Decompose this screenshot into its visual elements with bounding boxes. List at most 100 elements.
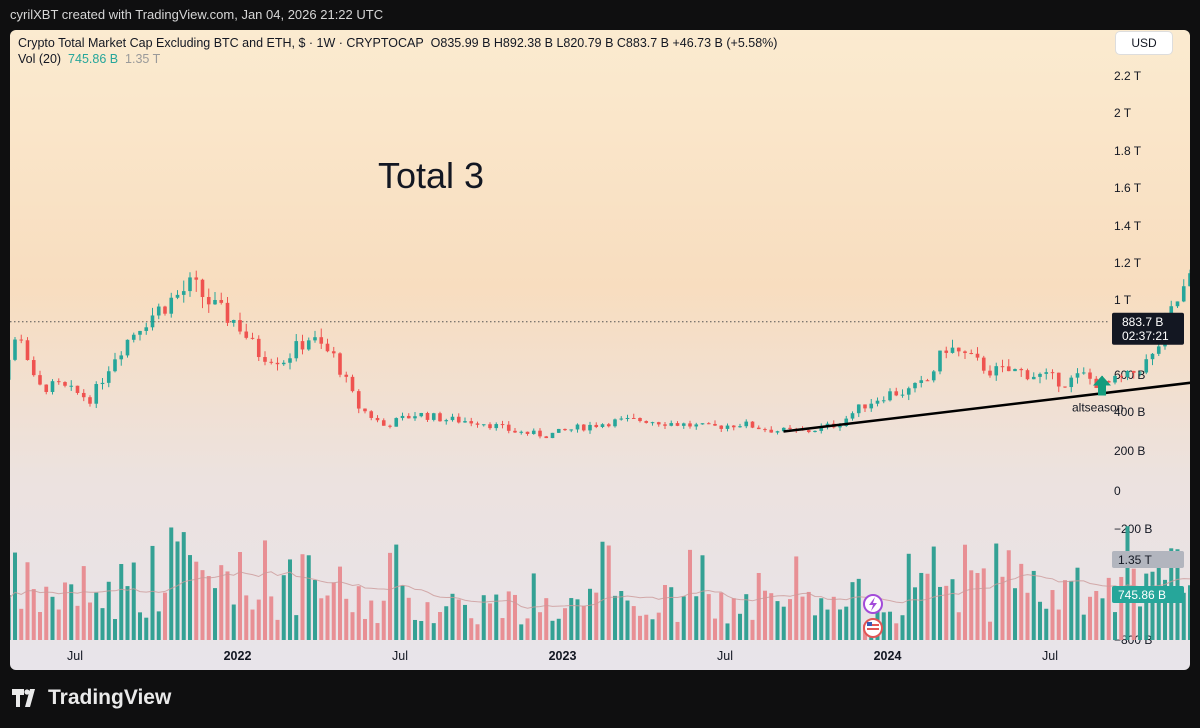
- candle-body: [288, 358, 292, 363]
- price-axis-label: 2.2 T: [1114, 69, 1142, 83]
- candle-body: [1069, 377, 1074, 388]
- volume-bar: [1125, 526, 1130, 640]
- candle-body: [1031, 376, 1036, 380]
- volume-ma: 1.35 T: [125, 52, 161, 66]
- time-axis-label: 2022: [224, 649, 252, 663]
- volume-bar: [113, 619, 117, 640]
- last-price-badge: [1112, 312, 1184, 345]
- candle-body: [844, 418, 849, 426]
- volume-bar: [1050, 590, 1055, 640]
- volume-bar: [931, 546, 936, 640]
- volume-bar: [250, 609, 255, 640]
- tradingview-logo[interactable]: TradingView: [12, 686, 171, 710]
- candle-body: [431, 413, 436, 420]
- volume-bar: [644, 614, 649, 640]
- candle-body: [894, 391, 899, 396]
- currency-button[interactable]: USD: [1116, 32, 1172, 54]
- candle-body: [138, 330, 142, 335]
- candle-body: [625, 417, 630, 419]
- candle-body: [1106, 381, 1111, 383]
- candle-body: [313, 337, 317, 341]
- candle-body: [1000, 366, 1005, 368]
- candle-body: [931, 371, 936, 381]
- volume-bar: [975, 573, 980, 640]
- candle-body: [969, 353, 974, 355]
- footer: TradingView: [0, 670, 1200, 728]
- volume-bar: [969, 570, 974, 640]
- candle-body: [1013, 369, 1017, 372]
- volume-bar: [944, 585, 949, 640]
- candle-body: [925, 380, 930, 382]
- candle-body: [981, 357, 986, 371]
- volume-bar: [906, 553, 911, 640]
- candle-body: [200, 279, 205, 298]
- chart-panel[interactable]: 2.2 T 2 T 1.8 T 1.6 T 1.4 T 1.2 T 1 T 600 B 400 …: [10, 30, 1190, 670]
- candle-body: [150, 315, 155, 328]
- candle-body: [544, 436, 549, 439]
- volume-bar: [725, 623, 730, 640]
- candle-body: [888, 391, 892, 401]
- volume-bar: [175, 541, 180, 640]
- candle-body: [1019, 369, 1024, 371]
- candle-body: [525, 431, 530, 434]
- candle-body: [225, 302, 230, 323]
- candle-body: [469, 421, 474, 424]
- candle-body: [256, 338, 261, 358]
- candle-body: [319, 337, 324, 344]
- candle-body: [269, 361, 274, 363]
- volume-bar: [456, 599, 461, 640]
- candle-body: [956, 347, 961, 352]
- volume-bar: [188, 555, 192, 640]
- candle-body: [550, 432, 555, 439]
- candle-body: [644, 421, 649, 423]
- candle-body: [338, 353, 342, 375]
- volume-bar: [650, 619, 655, 640]
- volume-bar: [1119, 576, 1124, 640]
- ohlc-label: O835.99 B H892.38 B L820.79 B C883.7 B +…: [430, 36, 778, 50]
- volume-bar: [1025, 592, 1030, 640]
- candle-body: [375, 417, 380, 421]
- volume-bar: [694, 596, 699, 640]
- candle-body: [513, 430, 517, 433]
- candle-body: [519, 431, 524, 433]
- chart-title: Total 3: [378, 155, 484, 196]
- volume-bar: [1163, 579, 1167, 640]
- candle-body: [69, 385, 74, 387]
- candle-body: [819, 426, 824, 431]
- candle-body: [569, 429, 574, 431]
- candle-body: [475, 423, 480, 425]
- volume-axis-label: 0: [1114, 484, 1121, 498]
- candle-body: [1025, 370, 1030, 380]
- price-chart[interactable]: 2.2 T 2 T 1.8 T 1.6 T 1.4 T 1.2 T 1 T 600 B 400 …: [10, 30, 1190, 670]
- flag-stripe-icon: [867, 628, 879, 630]
- candle-body: [500, 424, 505, 426]
- candle-body: [563, 428, 567, 431]
- volume-bar: [913, 587, 917, 640]
- volume-bar: [1056, 609, 1061, 640]
- volume-bar: [881, 612, 886, 640]
- volume-bar: [169, 527, 174, 640]
- volume-bar: [181, 532, 186, 640]
- volume-group: [10, 526, 1190, 640]
- volume-bar: [756, 572, 761, 640]
- volume-bar: [506, 591, 511, 640]
- candle-body: [181, 291, 186, 295]
- volume-bar: [1106, 577, 1111, 640]
- volume-bar: [894, 623, 899, 640]
- candle-body: [10, 359, 11, 380]
- time-axis-label: Jul: [67, 649, 83, 663]
- volume-bar: [419, 621, 424, 640]
- volume-bar: [988, 621, 992, 640]
- candle-body: [81, 392, 86, 398]
- candle-body: [944, 350, 949, 353]
- volume-bar: [731, 598, 736, 640]
- volume-bar: [25, 562, 30, 640]
- candle-body: [388, 425, 392, 427]
- candle-body: [663, 424, 667, 426]
- candle-body: [656, 422, 661, 425]
- candle-body: [1175, 301, 1180, 307]
- candle-body: [588, 424, 592, 431]
- volume-bar: [888, 611, 892, 640]
- volume-bar: [900, 615, 905, 640]
- volume-bar: [475, 624, 480, 640]
